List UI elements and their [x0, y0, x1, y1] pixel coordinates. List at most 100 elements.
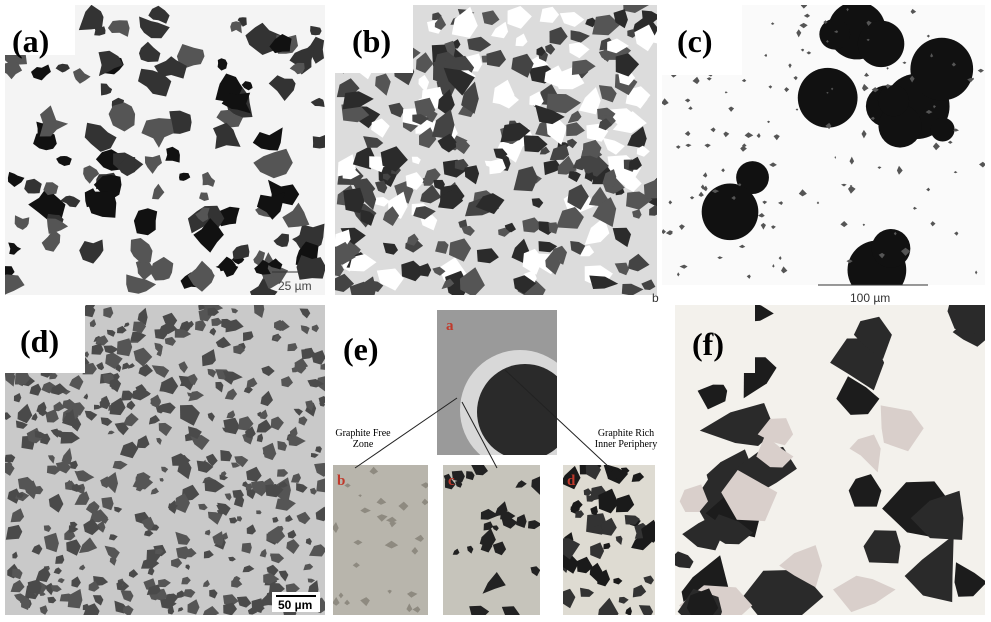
particle	[878, 252, 885, 259]
particle	[568, 171, 581, 183]
particle	[215, 260, 239, 278]
particle	[557, 155, 577, 175]
particle	[484, 160, 495, 168]
particle	[910, 8, 917, 14]
particle	[407, 591, 418, 598]
particle	[467, 545, 474, 554]
particle	[481, 10, 500, 26]
particle	[5, 412, 12, 420]
particle	[122, 362, 131, 370]
particle	[10, 508, 25, 523]
particle	[757, 213, 765, 218]
particle	[686, 588, 719, 615]
particle	[449, 238, 472, 262]
particle	[190, 435, 210, 451]
particle	[152, 183, 165, 200]
particle	[770, 22, 775, 25]
particle	[41, 229, 61, 252]
particle	[563, 465, 581, 490]
particle	[500, 122, 531, 143]
particle	[538, 241, 558, 253]
particle	[117, 325, 127, 334]
particle	[36, 401, 47, 416]
particle	[303, 563, 314, 571]
particle	[17, 403, 33, 424]
particle	[455, 480, 463, 488]
particle	[830, 338, 885, 391]
particle	[273, 333, 280, 341]
particle	[513, 166, 538, 192]
particle	[39, 105, 69, 137]
particle	[133, 347, 153, 367]
particle	[82, 362, 97, 375]
particle	[253, 305, 265, 318]
particle	[246, 377, 258, 388]
particle	[539, 6, 560, 23]
particle	[66, 539, 81, 556]
particle	[841, 183, 847, 187]
particle	[149, 593, 159, 601]
particle	[164, 336, 176, 346]
particle	[563, 588, 576, 609]
particle	[88, 580, 100, 592]
particle	[401, 260, 425, 282]
particle	[104, 472, 118, 494]
particle	[549, 26, 568, 45]
particle	[559, 12, 585, 27]
particle	[175, 493, 190, 513]
particle	[636, 145, 650, 157]
particle	[913, 206, 918, 210]
panel-label: (b)	[352, 23, 391, 59]
particle	[78, 5, 104, 31]
particle	[589, 562, 603, 583]
particle	[60, 431, 80, 444]
particle	[788, 63, 792, 69]
pointer	[461, 401, 498, 469]
particle	[706, 77, 712, 81]
particle	[515, 480, 527, 488]
inset-label: a	[446, 318, 454, 334]
particle	[268, 75, 296, 101]
particle	[230, 21, 243, 34]
particle	[99, 395, 111, 410]
inset-label: d	[567, 473, 576, 489]
particle	[126, 274, 157, 294]
particle	[135, 384, 147, 395]
particle	[120, 590, 134, 602]
particle	[159, 478, 164, 482]
particle	[5, 274, 25, 295]
particle	[627, 126, 647, 149]
particle	[269, 554, 278, 562]
particle	[582, 139, 602, 159]
particle	[861, 129, 867, 139]
particle	[689, 196, 695, 200]
particle	[228, 556, 236, 562]
particle	[144, 154, 162, 174]
particle	[530, 566, 540, 577]
particle	[93, 576, 109, 586]
particle	[156, 437, 162, 445]
particle	[123, 412, 139, 427]
particle	[50, 585, 62, 592]
particle	[156, 349, 162, 357]
particle	[311, 324, 319, 333]
particle	[207, 412, 215, 422]
particle	[625, 606, 632, 615]
particle	[464, 165, 480, 185]
particle	[684, 130, 691, 137]
particle	[677, 272, 680, 277]
particle	[800, 48, 805, 52]
particle	[312, 134, 325, 149]
scale-label: 50 µm	[278, 598, 312, 612]
particle	[572, 157, 590, 171]
particle	[756, 435, 794, 468]
particle	[880, 405, 924, 452]
particle	[94, 26, 106, 36]
particle	[298, 416, 308, 426]
particle	[742, 569, 824, 615]
particle	[699, 403, 776, 446]
particle	[141, 557, 160, 569]
particle	[220, 450, 233, 462]
particle	[305, 538, 312, 546]
particle	[421, 498, 428, 506]
